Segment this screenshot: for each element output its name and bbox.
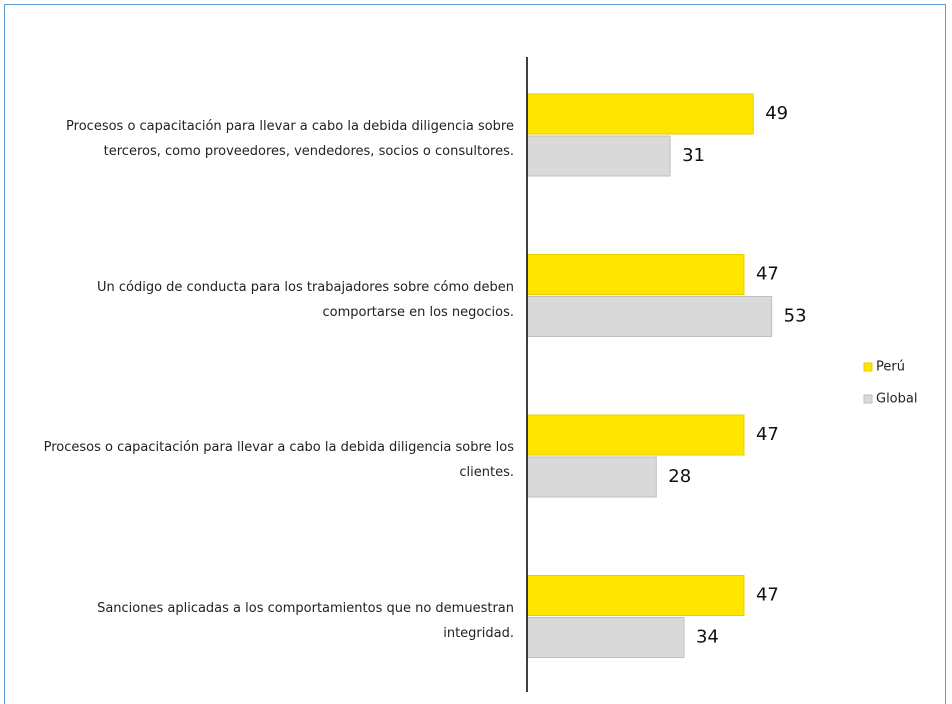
bar [526, 254, 745, 295]
category-label: Procesos o capacitación para llevar a ca… [43, 440, 514, 480]
category-label: Sanciones aplicadas a los comportamiento… [97, 600, 514, 641]
category-label: Un código de conducta para los trabajado… [96, 279, 514, 320]
value-label: 53 [784, 306, 807, 327]
value-label: 47 [756, 585, 779, 606]
bar [526, 456, 657, 498]
category-label: Procesos o capacitación para llevar a ca… [66, 119, 514, 159]
bar [526, 414, 745, 456]
frame [4, 4, 946, 704]
legend-swatch [863, 362, 873, 372]
legend-swatch [863, 394, 873, 404]
value-label: 28 [668, 466, 691, 487]
bar [526, 135, 671, 177]
bar [526, 575, 745, 616]
value-label: 31 [682, 145, 705, 166]
legend-label: Perú [876, 360, 905, 375]
value-label: 47 [756, 424, 779, 445]
bar [526, 617, 685, 658]
legend-label: Global [876, 392, 917, 407]
bar [526, 93, 754, 135]
value-label: 49 [765, 103, 788, 124]
value-label: 47 [756, 264, 779, 285]
value-label: 34 [696, 627, 719, 648]
bar [526, 296, 773, 337]
